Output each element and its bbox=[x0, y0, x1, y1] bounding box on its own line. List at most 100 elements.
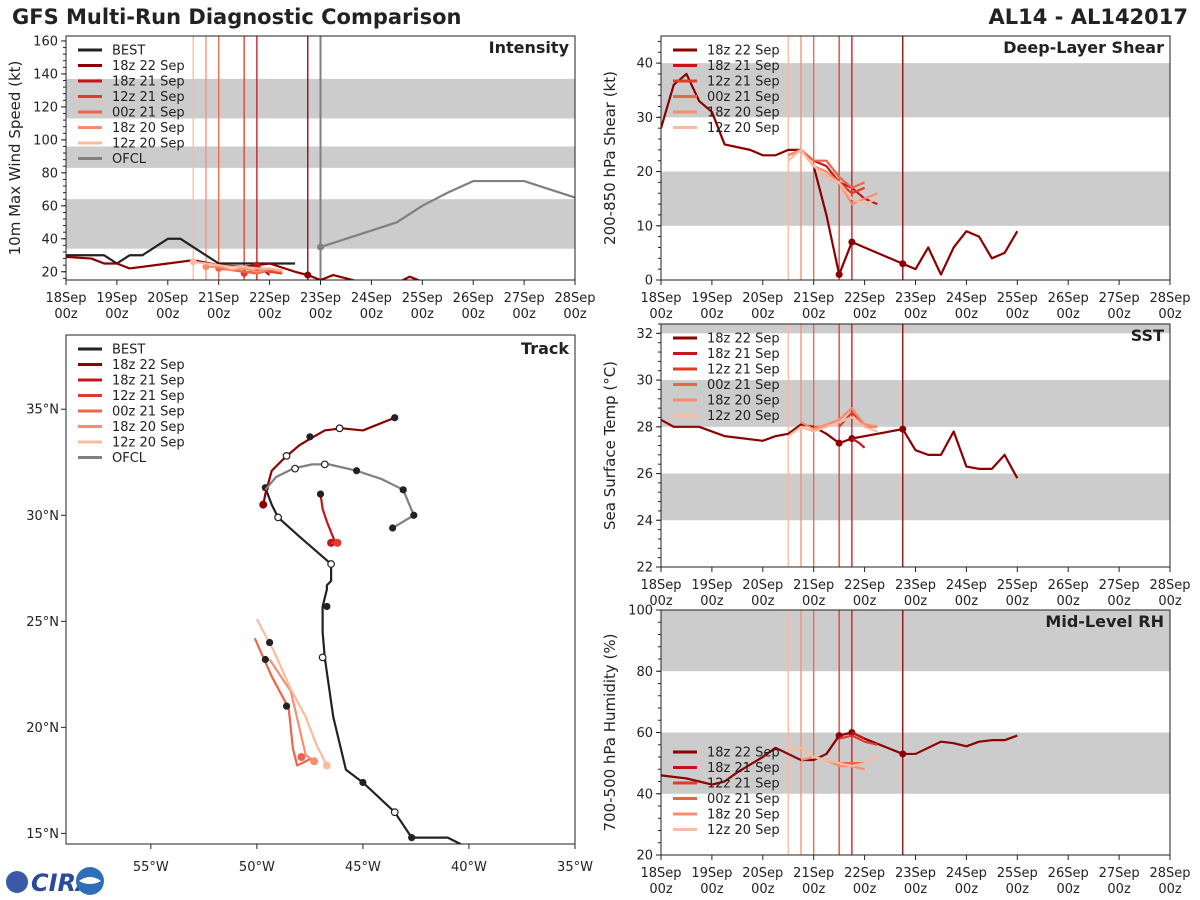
storm-id: AL14 - AL142017 bbox=[989, 5, 1189, 29]
plot-area bbox=[661, 610, 1170, 855]
y-tick-label: 20 bbox=[41, 265, 58, 280]
x-tick-date: 24Sep bbox=[946, 866, 987, 881]
y-tick-label: 20°N bbox=[26, 721, 59, 736]
y-tick-label: 60 bbox=[636, 726, 653, 741]
x-tick-date: 19Sep bbox=[691, 578, 732, 593]
legend-label: 18z 22 Sep bbox=[707, 44, 780, 59]
shaded-band bbox=[661, 380, 1170, 427]
track-point-filled bbox=[316, 490, 325, 498]
x-tick-date: 21Sep bbox=[198, 291, 239, 306]
x-tick-hour: 00z bbox=[1057, 594, 1081, 609]
legend-label: 00z 21 Sep bbox=[112, 106, 185, 121]
y-tick-label: 28 bbox=[636, 420, 653, 435]
series-line-18z-22-sep bbox=[661, 72, 1019, 276]
track-start-12z-20-sep bbox=[322, 761, 331, 770]
series-marker-18z-22-sep bbox=[848, 238, 856, 246]
x-tick-hour: 00z bbox=[802, 307, 826, 322]
x-tick-date: 24Sep bbox=[946, 291, 987, 306]
shaded-band bbox=[661, 171, 1170, 226]
y-tick-label: 80 bbox=[41, 166, 58, 181]
logo-swoosh-icon bbox=[79, 877, 101, 884]
track-point-filled bbox=[266, 638, 274, 647]
y-tick-label: 26 bbox=[636, 467, 653, 482]
legend-label: 12z 21 Sep bbox=[707, 777, 780, 792]
x-tick-hour: 00z bbox=[360, 307, 384, 322]
track-point-open bbox=[274, 513, 282, 522]
track-line-18z-22-sep bbox=[262, 416, 396, 505]
track-start-18z-20-sep bbox=[310, 757, 319, 766]
series-marker-18z-22-sep bbox=[835, 439, 843, 447]
x-tick-date: 23Sep bbox=[895, 578, 936, 593]
track-point-open bbox=[390, 808, 399, 817]
x-tick-hour: 00z bbox=[904, 307, 928, 322]
legend-label: 12z 21 Sep bbox=[112, 90, 185, 105]
x-tick-date: 22Sep bbox=[844, 866, 885, 881]
series-line-12z-20-sep bbox=[193, 260, 283, 272]
track-point-filled bbox=[410, 511, 418, 519]
x-tick-date: 19Sep bbox=[691, 866, 732, 881]
legend-label: 12z 20 Sep bbox=[707, 823, 780, 838]
x-tick-date: 23Sep bbox=[895, 291, 936, 306]
x-tick-hour: 00z bbox=[1158, 594, 1182, 609]
track-point-filled bbox=[408, 834, 416, 842]
legend-label: 00z 21 Sep bbox=[707, 792, 780, 807]
x-tick-hour: 00z bbox=[751, 882, 775, 897]
x-tick-date: 21Sep bbox=[793, 578, 834, 593]
series-marker-ofcl bbox=[317, 243, 324, 251]
shaded-band bbox=[661, 473, 1170, 521]
series-line-best bbox=[66, 237, 296, 265]
logo-globe-icon bbox=[6, 871, 28, 893]
x-tick-hour: 00z bbox=[1158, 307, 1182, 322]
x-tick-date: 27Sep bbox=[1099, 291, 1140, 306]
legend-label: OFCL bbox=[112, 451, 147, 466]
y-tick-label: 100 bbox=[628, 604, 653, 619]
track-start-00z-21-sep bbox=[297, 753, 306, 762]
track-point-filled bbox=[389, 524, 397, 532]
x-tick-date: 25Sep bbox=[402, 291, 443, 306]
y-tick-label: 140 bbox=[33, 67, 58, 82]
x-tick-hour: 00z bbox=[904, 882, 928, 897]
plot-area bbox=[661, 36, 1170, 280]
legend-label: BEST bbox=[112, 44, 145, 59]
x-tick-hour: 00z bbox=[853, 882, 877, 897]
legend-label: 18z 21 Sep bbox=[707, 347, 780, 362]
x-tick-date: 24Sep bbox=[351, 291, 392, 306]
rh-panel: 2040608010018Sep00z19Sep00z20Sep00z21Sep… bbox=[601, 604, 1191, 898]
series-line-18z-20-sep bbox=[800, 407, 878, 431]
series-marker-18z-22-sep bbox=[899, 425, 907, 433]
x-tick-date: 23Sep bbox=[895, 866, 936, 881]
intensity-panel: 2040608010012014016018Sep00z19Sep00z20Se… bbox=[6, 34, 596, 322]
shaded-band bbox=[661, 732, 1170, 794]
x-tick-hour: 00z bbox=[1006, 882, 1030, 897]
track-point-open bbox=[327, 560, 336, 568]
track-point-filled bbox=[323, 602, 331, 611]
x-tick-hour: 00z bbox=[904, 594, 928, 609]
series-marker-18z-21-sep bbox=[253, 261, 261, 269]
legend-label: 18z 20 Sep bbox=[707, 808, 780, 823]
y-tick-label: 30 bbox=[636, 374, 653, 389]
legend-label: 18z 21 Sep bbox=[707, 761, 780, 776]
x-tick-date: 20Sep bbox=[147, 291, 188, 306]
x-tick-hour: 00z bbox=[1107, 594, 1131, 609]
y-tick-label: 30°N bbox=[26, 509, 59, 524]
panel-title: Mid-Level RH bbox=[1045, 612, 1164, 631]
series-marker-18z-20-sep bbox=[202, 263, 210, 271]
x-tick-hour: 00z bbox=[512, 307, 536, 322]
x-tick-date: 26Sep bbox=[1048, 578, 1089, 593]
x-tick-hour: 00z bbox=[156, 307, 180, 322]
x-tick-hour: 00z bbox=[955, 594, 979, 609]
x-tick-hour: 00z bbox=[309, 307, 333, 322]
sst-panel: 22242628303218Sep00z19Sep00z20Sep00z21Se… bbox=[601, 323, 1191, 609]
track-plot-area bbox=[253, 414, 463, 844]
y-tick-label: 24 bbox=[636, 514, 653, 529]
series-line-12z-21-sep bbox=[838, 734, 878, 746]
x-tick-date: 27Sep bbox=[1099, 866, 1140, 881]
x-tick-hour: 00z bbox=[1107, 307, 1131, 322]
track-point-filled bbox=[352, 467, 361, 475]
legend-label: 18z 22 Sep bbox=[112, 358, 185, 373]
legend-label: 12z 21 Sep bbox=[707, 363, 780, 378]
x-tick-date: 20Sep bbox=[742, 578, 783, 593]
shaded-band bbox=[661, 324, 1170, 334]
cira-logo: CIRA bbox=[6, 867, 104, 897]
